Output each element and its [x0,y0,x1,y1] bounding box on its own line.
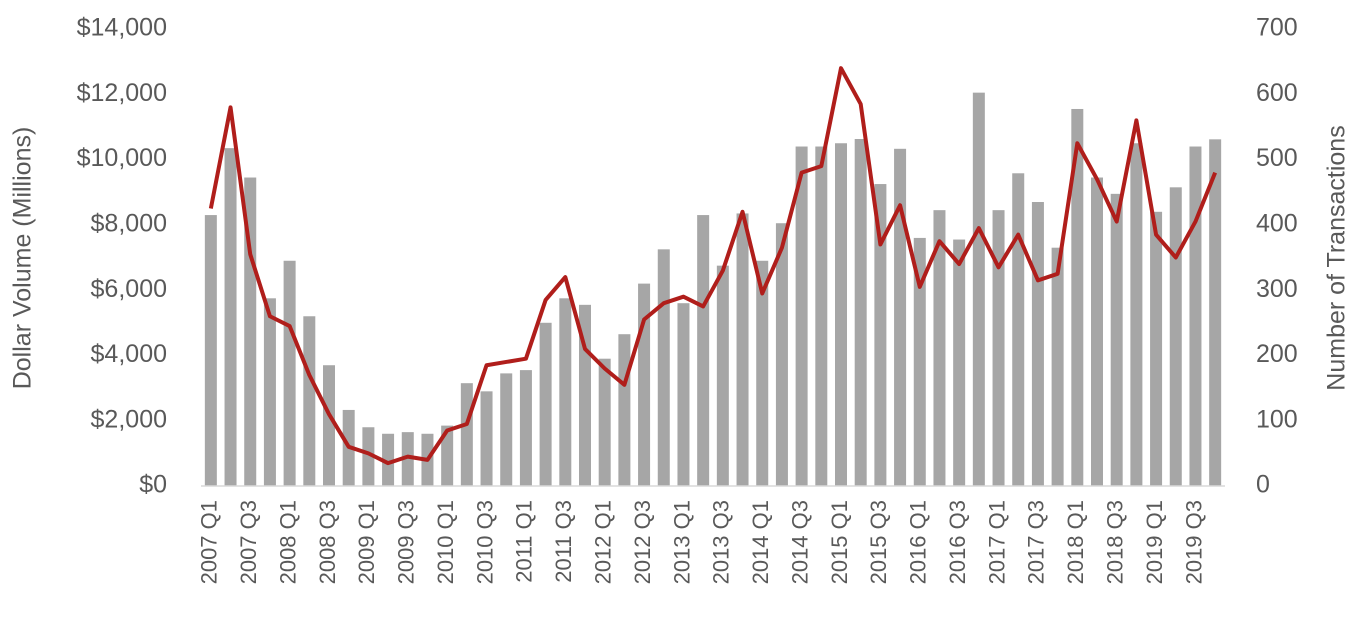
x-tick-label: 2009 Q1 [354,500,379,584]
x-tick-label: 2017 Q1 [984,500,1009,584]
bar [775,223,788,486]
bar [657,249,670,486]
line [208,66,1218,466]
bar [244,177,257,486]
bar [618,334,631,486]
bar [441,425,454,486]
bar [1012,173,1025,486]
bar [913,237,926,486]
bar [519,370,532,486]
y2-tick-label: 100 [1256,405,1298,433]
bar [224,148,237,486]
x-tick-label: 2010 Q3 [472,500,497,584]
x-tick-label: 2015 Q3 [866,500,891,584]
bar [874,184,887,486]
x-tick-label: 2007 Q3 [236,500,261,584]
bar [1051,247,1064,486]
x-tick-label: 2014 Q1 [748,500,773,584]
bar [1209,139,1222,486]
x-tick-label: 2013 Q3 [709,500,734,584]
bar [1091,177,1103,486]
x-tick-label: 2012 Q1 [591,500,616,584]
bar [697,215,710,487]
y2-tick-label: 700 [1256,14,1298,42]
bar [559,298,572,486]
bar [835,143,847,486]
y-tick-label: $14,000 [77,14,167,42]
bar [854,139,867,487]
bar [401,432,414,486]
x-tick-label: 2017 Q3 [1024,500,1049,584]
bar [736,213,749,487]
y-tick-label: $12,000 [77,79,167,107]
x-tick-label: 2007 Q1 [197,500,222,584]
bar [283,260,296,486]
x-tick-label: 2011 Q1 [512,500,537,583]
bar [815,146,828,486]
y2-tick-label: 200 [1256,340,1298,368]
bar [953,239,966,486]
bar [933,210,946,487]
x-tick-label: 2018 Q1 [1063,500,1088,584]
y-axis-title: Dollar Volume (Millions) [9,127,37,390]
y2-tick-label: 400 [1256,209,1298,237]
y2-tick-label: 0 [1256,471,1270,499]
bar [1031,202,1044,486]
x-tick-label: 2015 Q1 [827,500,852,584]
x-tick-label: 2013 Q1 [669,500,694,584]
y-tick-label: $2,000 [91,405,167,433]
bar [894,148,907,486]
x-tick-label: 2014 Q3 [787,500,812,584]
y-tick-label: $8,000 [91,209,167,237]
bar [992,210,1005,487]
x-tick-label: 2009 Q3 [394,500,419,584]
bar [598,358,611,486]
x-tick-label: 2008 Q1 [275,500,300,584]
y-tick-label: $4,000 [91,340,167,368]
y-tick-label: $10,000 [77,144,167,172]
bar [539,322,552,486]
bar [1130,143,1143,486]
bar [204,215,217,487]
bar [795,146,808,486]
bar [303,316,316,486]
y2-tick-label: 300 [1256,275,1298,303]
bar [382,433,395,486]
x-tick-label: 2010 Q1 [433,500,458,584]
x-tick-label: 2012 Q3 [630,500,655,584]
x-tick-label: 2008 Q3 [315,500,340,584]
y2-axis-title: Number of Transactions [1323,125,1351,390]
bar [1150,211,1163,487]
bar [480,391,493,486]
bar [756,260,769,486]
bar [500,373,513,486]
bar [1071,108,1084,486]
bar [677,303,690,486]
x-tick-label: 2019 Q3 [1181,500,1206,584]
bar [362,427,375,486]
x-tick-label: 2016 Q3 [945,500,970,584]
x-tick-label: 2019 Q1 [1142,500,1167,584]
y-tick-label: $0 [139,471,167,499]
bar [323,365,335,486]
x-tick-label: 2011 Q3 [551,500,576,583]
x-tick-label: 2018 Q3 [1103,500,1128,584]
bar [263,298,276,486]
bar [716,265,729,486]
x-tick-label: 2016 Q1 [906,500,931,584]
y2-tick-label: 500 [1256,144,1298,172]
y2-tick-label: 600 [1256,79,1298,107]
bar [460,383,473,486]
bar [972,92,985,487]
y-tick-label: $6,000 [91,275,167,303]
bar [1189,146,1202,486]
bar [1110,193,1123,486]
bar [1169,187,1182,486]
